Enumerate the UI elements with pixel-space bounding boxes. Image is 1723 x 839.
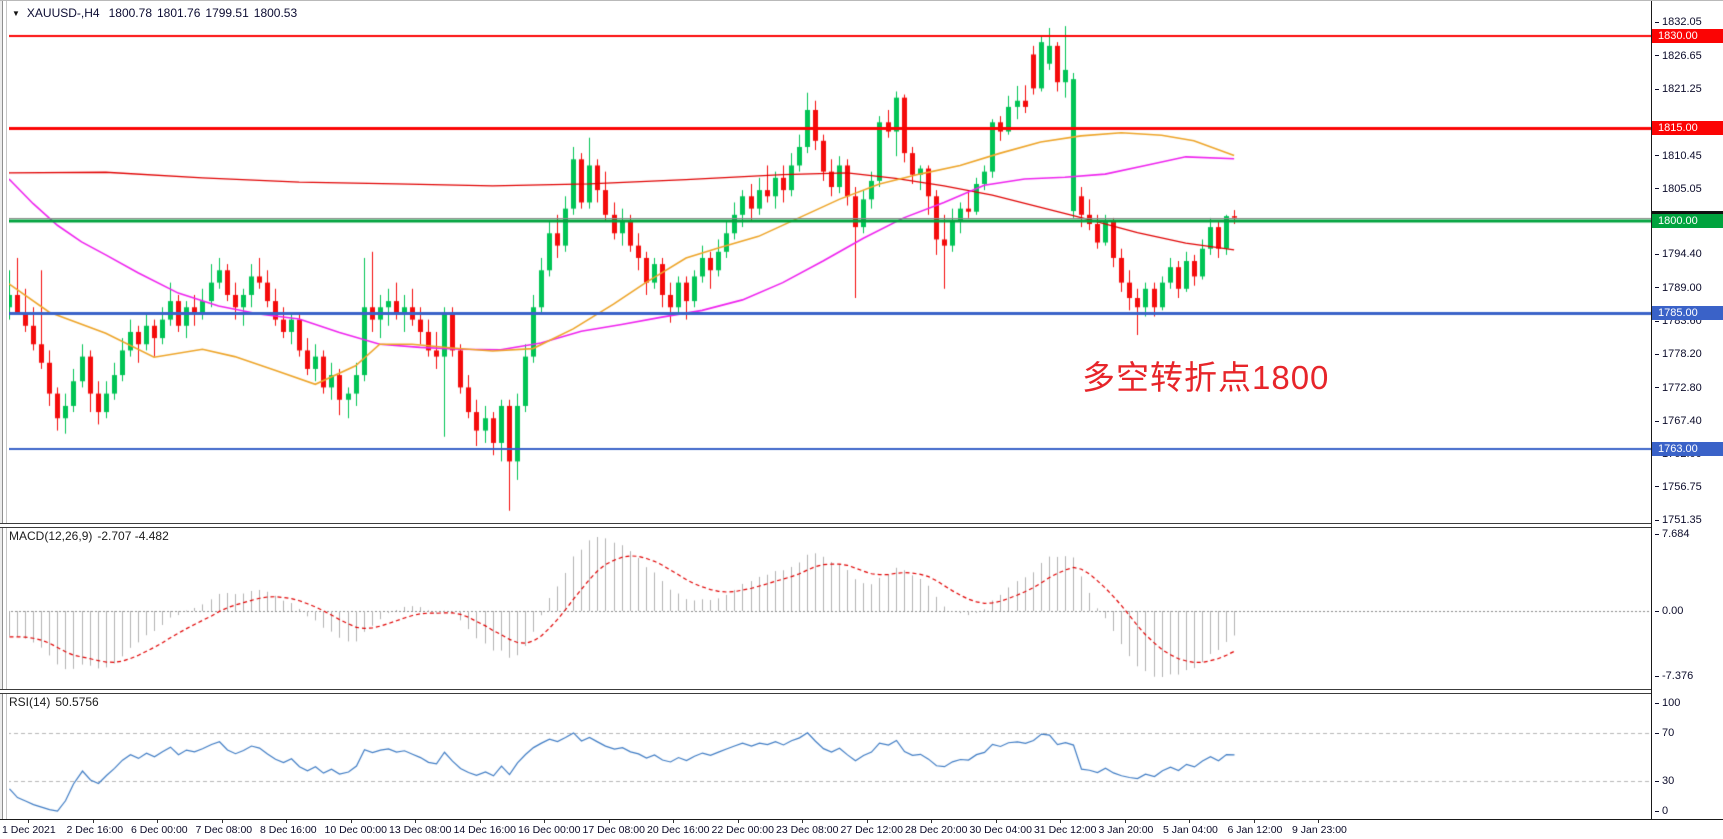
rsi-label: RSI(14) 50.5756 <box>9 695 99 709</box>
time-label: 14 Dec 16:00 <box>453 824 516 836</box>
price-tick-label: 1821.25 <box>1655 83 1702 95</box>
time-tick <box>92 820 94 823</box>
time-label: 5 Jan 04:00 <box>1163 824 1218 836</box>
time-label: 8 Dec 16:00 <box>260 824 317 836</box>
pane-divider-macd[interactable] <box>0 523 1723 528</box>
time-label: 27 Dec 12:00 <box>840 824 903 836</box>
macd-label: MACD(12,26,9) -2.707 -4.482 <box>9 529 169 543</box>
price-tick-label: 1810.45 <box>1655 150 1702 162</box>
time-tick <box>995 820 997 823</box>
time-label: 10 Dec 00:00 <box>324 824 387 836</box>
price-tick-label: 1756.75 <box>1655 481 1702 493</box>
chart-annotation-text: 多空转折点1800 <box>1082 359 1330 396</box>
time-label: 30 Dec 04:00 <box>969 824 1032 836</box>
time-label: 13 Dec 08:00 <box>389 824 452 836</box>
time-tick <box>479 820 481 823</box>
time-label: 1 Dec 2021 <box>2 824 56 836</box>
time-label: 7 Dec 08:00 <box>195 824 253 836</box>
price-tick-label: 1826.65 <box>1655 50 1702 62</box>
time-label: 20 Dec 16:00 <box>647 824 710 836</box>
time-label: 28 Dec 20:00 <box>905 824 968 836</box>
price-badge: 1815.00 <box>1652 121 1723 136</box>
time-tick <box>1189 820 1190 823</box>
ohlc-close: 1800.53 <box>253 6 298 20</box>
price-tick-label: 1767.40 <box>1655 415 1702 427</box>
ohlc-low: 1799.51 <box>205 6 249 20</box>
ohlc-open: 1800.78 <box>108 6 152 20</box>
ohlc-high: 1801.76 <box>157 6 201 20</box>
macd-indicator-canvas[interactable] <box>7 527 1651 689</box>
rsi-value: 50.5756 <box>55 695 99 709</box>
rsi-tick-label: 30 <box>1655 775 1674 787</box>
time-label: 31 Dec 12:00 <box>1034 824 1097 836</box>
price-axis-border <box>1651 1 1652 819</box>
price-tick-label: 1751.35 <box>1655 514 1702 526</box>
price-badge: 1763.00 <box>1652 442 1723 457</box>
chart-ohlc-title: ▼ XAUUSD-,H4 1800.78 1801.76 1799.51 1800.53 <box>12 6 297 20</box>
time-tick <box>350 820 352 823</box>
window-border-left <box>0 1 9 839</box>
macd-tick-label: 7.684 <box>1655 528 1690 540</box>
time-tick <box>157 820 158 823</box>
time-label: 2 Dec 16:00 <box>66 824 124 836</box>
time-label: 16 Dec 00:00 <box>518 824 581 836</box>
price-badge: 1800.00 <box>1652 213 1723 228</box>
time-label: 17 Dec 08:00 <box>582 824 645 836</box>
time-tick <box>286 820 287 823</box>
price-tick-label: 1778.20 <box>1655 348 1702 360</box>
price-tick-label: 1832.05 <box>1655 16 1702 28</box>
price-badge: 1830.00 <box>1652 28 1723 43</box>
time-tick <box>544 820 545 823</box>
price-tick-label: 1805.05 <box>1655 183 1702 195</box>
time-tick <box>673 820 674 823</box>
macd-tick-label: -7.376 <box>1655 670 1693 682</box>
time-label: 3 Jan 20:00 <box>1098 824 1154 836</box>
time-tick <box>1253 820 1255 823</box>
rsi-indicator-canvas[interactable] <box>7 693 1651 818</box>
time-tick <box>737 820 739 823</box>
price-tick-label: 1794.40 <box>1655 248 1702 260</box>
time-label: 6 Jan 12:00 <box>1227 824 1283 836</box>
macd-tick-label: 0.00 <box>1655 605 1683 617</box>
time-tick <box>1060 820 1061 823</box>
time-label: 22 Dec 00:00 <box>711 824 774 836</box>
rsi-tick-label: 70 <box>1655 727 1674 739</box>
collapse-triangle-icon[interactable]: ▼ <box>12 9 20 18</box>
time-tick <box>28 820 29 823</box>
time-axis-border <box>0 819 1723 820</box>
rsi-tick-label: 0 <box>1655 805 1668 817</box>
time-tick <box>931 820 932 823</box>
macd-name: MACD(12,26,9) <box>9 529 93 543</box>
time-tick <box>608 820 610 823</box>
time-tick <box>415 820 416 823</box>
price-axis[interactable]: 1832.05 1826.65 1821.25 1810.45 1805.05 1794.… <box>1652 1 1723 819</box>
time-tick <box>802 820 803 823</box>
time-label: 6 Dec 00:00 <box>131 824 188 836</box>
macd-values: -2.707 -4.482 <box>97 529 169 543</box>
rsi-tick-label: 100 <box>1655 697 1680 709</box>
time-label: 9 Jan 23:00 <box>1292 824 1347 836</box>
time-tick <box>1124 820 1126 823</box>
time-label: 23 Dec 08:00 <box>776 824 839 836</box>
price-badge: 1785.00 <box>1652 306 1723 321</box>
time-tick <box>1318 820 1319 823</box>
time-tick <box>221 820 223 823</box>
time-tick <box>866 820 868 823</box>
symbol-timeframe-label: XAUUSD-,H4 <box>26 6 100 20</box>
rsi-name: RSI(14) <box>9 695 51 709</box>
pane-divider-rsi[interactable] <box>0 689 1723 694</box>
main-price-chart-canvas[interactable] <box>7 3 1651 524</box>
time-axis[interactable]: 1 Dec 2021 2 Dec 16:00 6 Dec 00:00 7 Dec 08… <box>0 820 1723 839</box>
price-tick-label: 1789.00 <box>1655 282 1702 294</box>
price-tick-label: 1772.80 <box>1655 382 1702 394</box>
